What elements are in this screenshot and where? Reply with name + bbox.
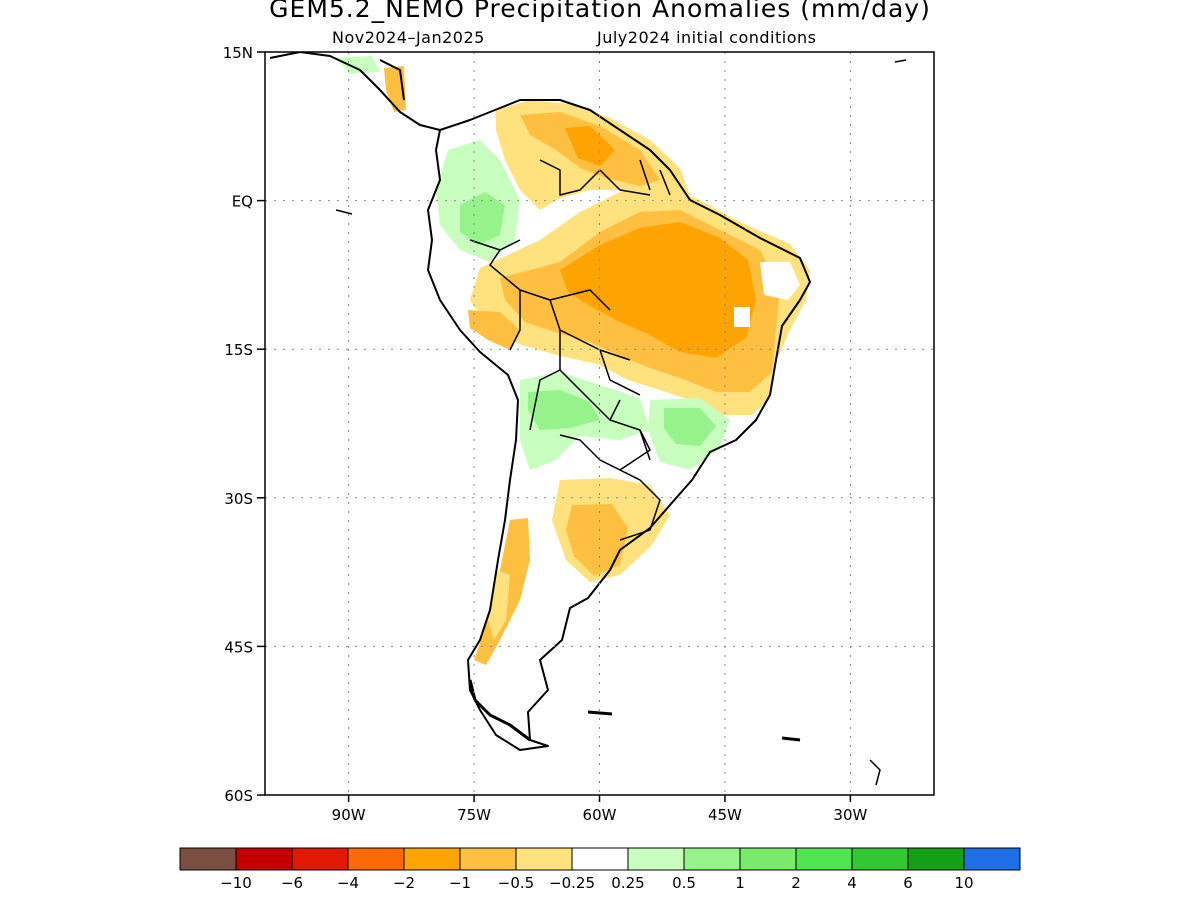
lon-tick-label: 45W — [708, 806, 742, 824]
color-bar-swatch — [683, 847, 741, 871]
anomaly-fields — [336, 56, 810, 665]
color-bar-label: −10 — [220, 874, 252, 892]
lon-tick-label: 60W — [583, 806, 617, 824]
color-bar-label: 2 — [791, 874, 801, 892]
color-bar-swatch — [459, 847, 517, 871]
anomaly-neutral-ne-brazil — [760, 262, 800, 300]
map-title: GEM5.2_NEMO Precipitation Anomalies (mm/… — [269, 0, 931, 23]
color-bar-swatch — [179, 847, 237, 871]
lat-tick-label: 15S — [224, 341, 253, 359]
color-bar-swatch — [739, 847, 797, 871]
anomaly-wet-central-america — [336, 56, 380, 74]
lat-tick-label: EQ — [232, 193, 253, 211]
anomaly-dry-argentina-mid — [566, 504, 628, 576]
color-bar: −10 −6 −4 −2 −1 −0.5 −0.25 0.25 0.5 1 2 4 6 10 — [179, 847, 1021, 892]
anomaly-neutral-cell — [734, 307, 750, 327]
lat-tick-label: 30S — [224, 490, 253, 508]
color-bar-label: −0.5 — [498, 874, 534, 892]
lon-tick-label: 90W — [332, 806, 366, 824]
anomaly-dry-peru — [468, 310, 520, 350]
anomaly-dry-guiana-strong — [565, 126, 615, 166]
lon-tick-label: 75W — [457, 806, 491, 824]
color-bar-label: −4 — [337, 874, 359, 892]
color-bar-label: 0.25 — [611, 874, 644, 892]
color-bar-swatch — [291, 847, 349, 871]
caribbean-coastline — [379, 59, 405, 101]
patagonia-islands — [468, 679, 801, 742]
color-bar-swatch — [403, 847, 461, 871]
color-bar-swatch — [795, 847, 853, 871]
color-bar-swatch — [851, 847, 909, 871]
country-borders — [469, 159, 671, 541]
color-bar-label: 0.5 — [672, 874, 696, 892]
initial-conditions: July2024 initial conditions — [597, 28, 817, 47]
anomaly-wet-colombia-mid — [460, 192, 505, 245]
anomaly-dry-brazil-core — [560, 222, 756, 358]
lat-tick-label: 15N — [223, 44, 253, 62]
color-bar-label: 10 — [954, 874, 973, 892]
color-bar-swatch — [571, 847, 629, 871]
lat-tick-label: 60S — [224, 787, 253, 805]
color-bar-swatch — [907, 847, 965, 871]
color-bar-label: −1 — [449, 874, 471, 892]
atlantic-islands — [335, 59, 907, 786]
color-bar-label: 4 — [847, 874, 857, 892]
color-bar-swatch — [515, 847, 573, 871]
color-bar-label: 6 — [903, 874, 913, 892]
axis-ticks: 15N EQ 15S 30S 45S 60S 90W 75W 60W 45W 30W — [223, 44, 868, 824]
color-bar-swatch — [627, 847, 685, 871]
color-bar-label: 1 — [735, 874, 745, 892]
lon-tick-label: 30W — [833, 806, 867, 824]
color-bar-label: −2 — [393, 874, 415, 892]
forecast-period: Nov2024–Jan2025 — [332, 28, 485, 47]
anomaly-wet-se-brazil-mid — [664, 408, 716, 446]
color-bar-swatch — [235, 847, 293, 871]
anomaly-wet-bolivia-mid — [528, 390, 600, 430]
lat-tick-label: 45S — [224, 638, 253, 656]
south-america-coastline — [427, 99, 811, 751]
color-bar-label: −6 — [281, 874, 303, 892]
color-bar-swatch — [347, 847, 405, 871]
map-area — [269, 52, 907, 786]
color-bar-swatch — [963, 847, 1021, 871]
color-bar-label: −0.25 — [549, 874, 595, 892]
